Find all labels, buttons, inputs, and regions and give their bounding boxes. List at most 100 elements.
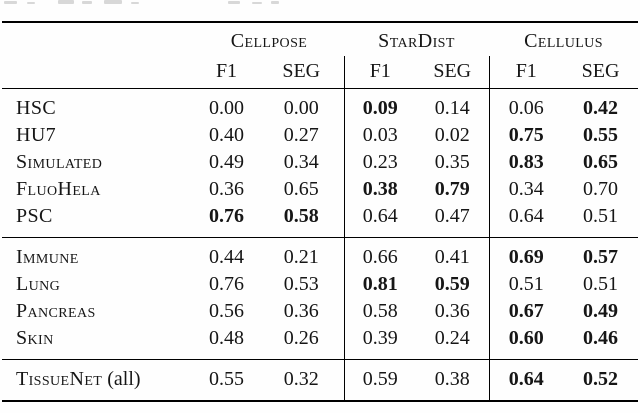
score-cell: 0.76 [209,272,244,295]
method-group-row: Cellpose StarDist Cellulus [2,22,638,56]
score-cell: 0.09 [343,88,416,122]
metric-header-seg: SEG [282,60,321,83]
table-row: HU7 0.40 0.27 0.03 0.02 0.75 0.55 [2,121,638,149]
score-cell: 0.23 [343,148,416,176]
score-cell: 0.55 [209,367,244,390]
dataset-name: Skin [16,326,54,349]
score-cell: 0.42 [583,96,618,119]
results-table: Cellpose StarDist Cellulus F1 SEG F1 SEG… [2,21,639,402]
dataset-label: PSC [2,203,194,238]
score-cell: 0.51 [583,272,618,295]
corner-cell [2,56,194,88]
score-cell: 0.21 [283,245,319,268]
score-cell: 0.27 [283,123,319,146]
score-cell: 0.59 [343,359,416,401]
section-body-tissue: Immune 0.44 0.21 0.66 0.41 0.69 0.57 Lung 0.76 0.… [2,237,639,360]
score-cell: 0.36 [283,299,319,322]
dataset-name: Pancreas [16,299,96,322]
table-row: Pancreas 0.56 0.36 0.58 0.36 0.67 0.49 [2,297,638,325]
dataset-label: FluoHela [2,176,194,203]
table-header: Cellpose StarDist Cellulus F1 SEG F1 SEG… [2,22,639,88]
score-cell: 0.46 [583,326,618,349]
score-cell: 0.64 [488,202,563,237]
table-row: PSC 0.76 0.58 0.64 0.47 0.64 0.51 [2,202,638,238]
score-cell: 0.75 [488,121,563,149]
corner-cell [2,22,194,56]
caption-fragment [252,2,262,4]
score-cell: 0.53 [283,272,319,295]
score-cell: 0.58 [283,204,319,227]
score-cell: 0.76 [209,204,244,227]
score-cell: 0.03 [343,121,416,149]
caption-fragment [82,1,92,4]
method-group-header-cellpose: Cellpose [230,30,308,52]
score-cell: 0.38 [434,367,470,390]
score-cell: 0.56 [209,299,244,322]
caption-fragment [131,2,139,4]
metric-header-f1: F1 [343,56,416,88]
metric-header-seg: SEG [581,60,620,83]
score-cell: 0.67 [488,297,563,325]
dataset-name: Lung [16,272,61,295]
dataset-label: Lung [2,271,194,298]
caption-fragment [104,0,122,4]
score-cell: 0.41 [434,245,470,268]
table-row: Skin 0.48 0.26 0.39 0.24 0.60 0.46 [2,324,638,360]
dataset-label: HSC [2,88,194,122]
score-cell: 0.59 [434,272,470,295]
score-cell: 0.00 [283,96,319,119]
score-cell: 0.65 [583,150,618,173]
score-cell: 0.65 [283,177,319,200]
dataset-label: Simulated [2,149,194,176]
dataset-name: FluoHela [16,177,101,200]
score-cell: 0.64 [343,202,416,237]
score-cell: 0.14 [434,96,470,119]
score-cell: 0.49 [209,150,244,173]
score-cell: 0.51 [583,204,618,227]
score-cell: 0.32 [283,367,319,390]
table-row: Simulated 0.49 0.34 0.23 0.35 0.83 0.65 [2,148,638,176]
score-cell: 0.60 [488,324,563,359]
score-cell: 0.40 [209,123,244,146]
score-cell: 0.39 [343,324,416,359]
dataset-label: HU7 [2,122,194,149]
score-cell: 0.48 [209,326,244,349]
score-cell: 0.58 [343,297,416,325]
score-cell: 0.70 [583,177,618,200]
score-cell: 0.34 [283,150,319,173]
score-cell: 0.00 [209,96,244,119]
score-cell: 0.55 [583,123,618,146]
score-cell: 0.36 [209,177,244,200]
dataset-name: HU7 [16,123,57,146]
caption-fragment [4,1,17,4]
score-cell: 0.24 [434,326,470,349]
metric-header-row: F1 SEG F1 SEG F1 SEG [2,56,638,88]
caption-fragment [228,1,240,4]
score-cell: 0.57 [583,245,618,268]
dataset-name: PSC [16,204,53,227]
dataset-label: TissueNet (all) [2,359,194,401]
score-cell: 0.35 [434,150,470,173]
metric-header-seg: SEG [433,60,472,83]
dataset-name: HSC [16,96,57,119]
dataset-label-suffix: (all) [102,367,141,390]
score-cell: 0.02 [434,123,470,146]
score-cell: 0.51 [488,270,563,298]
score-cell: 0.36 [434,299,470,322]
score-cell: 0.47 [434,204,470,227]
score-cell: 0.64 [488,359,563,401]
table-row: Lung 0.76 0.53 0.81 0.59 0.51 0.51 [2,270,638,298]
score-cell: 0.38 [343,175,416,203]
caption-fragment [58,0,74,4]
dataset-label: Skin [2,325,194,360]
caption-fragment [271,1,279,4]
dataset-name: TissueNet [16,367,103,390]
metric-header-f1: F1 [488,56,563,88]
caption-fragment [27,2,35,4]
score-cell: 0.81 [343,270,416,298]
score-cell: 0.79 [434,177,470,200]
table-row: FluoHela 0.36 0.65 0.38 0.79 0.34 0.70 [2,175,638,203]
score-cell: 0.34 [488,175,563,203]
score-cell: 0.69 [488,237,563,271]
